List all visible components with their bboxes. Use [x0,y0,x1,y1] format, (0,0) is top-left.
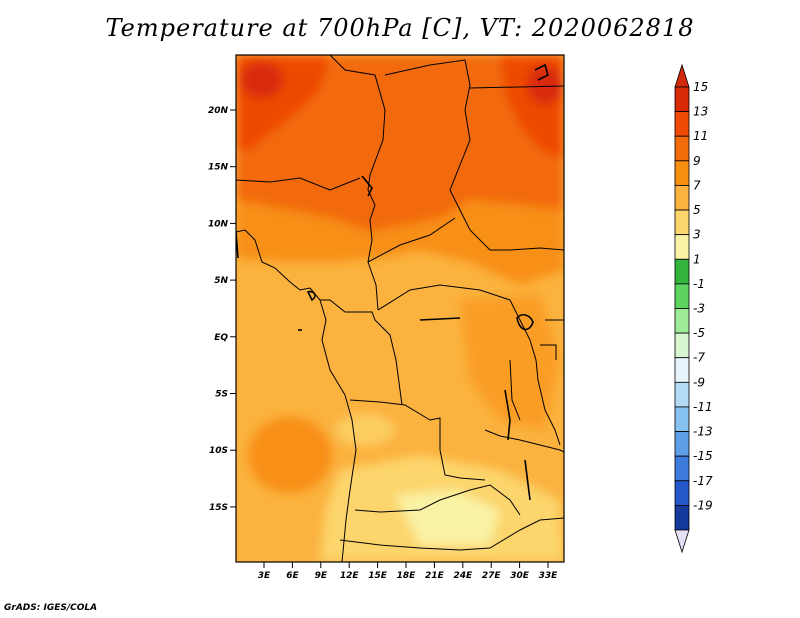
colorbar-segment [674,431,690,457]
colorbar-segment [674,332,690,359]
colorbar-label: -5 [693,326,705,340]
lon-tick-label: 18E [397,571,417,581]
lat-tick-label: EQ [214,333,228,343]
colorbar-label: 11 [693,129,708,143]
colorbar-segment [674,209,690,236]
lon-tick-label: 30E [510,571,530,581]
lakes [236,63,549,501]
lat-tick-label: 5S [215,390,228,400]
colorbar-label: 1 [693,252,701,266]
lon-tick-label: 3E [258,571,271,581]
colorbar-label: 9 [693,154,701,168]
colorbar-segment [674,406,690,432]
colorbar-label: -17 [693,474,713,488]
lat-tick-label: 5N [214,276,228,286]
longitude-axis: 3E 6E 9E 12E 15E 18E 21E 24E 27E 30E 33E [258,562,558,581]
colorbar-segment [674,308,690,334]
colorbar-bottom-arrow [674,529,690,554]
map-title: Temperature at 700hPa [C], VT: 202006281… [105,14,695,42]
colorbar-label: -11 [693,400,713,414]
plot-frame [235,54,565,563]
colorbar-label: 3 [693,228,701,242]
lon-tick-label: 15E [368,571,388,581]
colorbar-segment [674,504,690,531]
colorbar-segment [674,86,690,113]
colorbar: 15 13 11 9 7 5 3 1 -1 -3 -5 -7 -9 -11 -13 -15 -17 -19 [674,63,713,554]
lat-tick-label: 20N [208,106,229,116]
colorbar-segment [674,357,690,383]
colorbar-segment [674,455,690,482]
colorbar-label: -13 [693,425,713,439]
colorbar-label: 13 [693,105,708,119]
colorbar-segment [674,480,690,506]
lon-tick-label: 12E [340,571,360,581]
colorbar-segment [674,185,690,211]
lat-tick-label: 10N [208,219,229,229]
colorbar-label: 5 [693,203,701,217]
colorbar-segment [674,283,690,309]
lat-tick-label: 10S [209,446,228,456]
lon-tick-label: 24E [453,571,473,581]
lon-tick-label: 27E [482,571,502,581]
colorbar-segment [674,381,690,408]
latitude-axis: 20N 15N 10N 5N EQ 5S 10S 15S [208,106,236,513]
colorbar-segment [674,234,690,260]
colorbar-label: 7 [693,178,701,192]
colorbar-segment [674,111,690,137]
colorbar-top-arrow [674,63,690,88]
colorbar-label: -19 [693,498,713,512]
lon-tick-label: 21E [425,571,445,581]
colorbar-label: 15 [693,80,708,94]
lat-tick-label: 15S [209,503,228,513]
colorbar-label: -3 [693,302,705,316]
colorbar-label: -15 [693,449,713,463]
colorbar-segment [674,160,690,186]
credit-label: GrADS: IGES/COLA [4,603,98,613]
lon-tick-label: 33E [539,571,559,581]
temperature-field [236,55,564,562]
lat-tick-label: 15N [208,163,229,173]
lon-tick-label: 9E [315,571,328,581]
colorbar-label: -7 [693,351,705,365]
colorbar-label: -9 [693,375,705,389]
colorbar-label: -1 [693,277,705,291]
colorbar-segment [674,135,690,162]
colorbar-segment [674,258,690,285]
country-borders [236,55,564,562]
lon-tick-label: 6E [286,571,299,581]
